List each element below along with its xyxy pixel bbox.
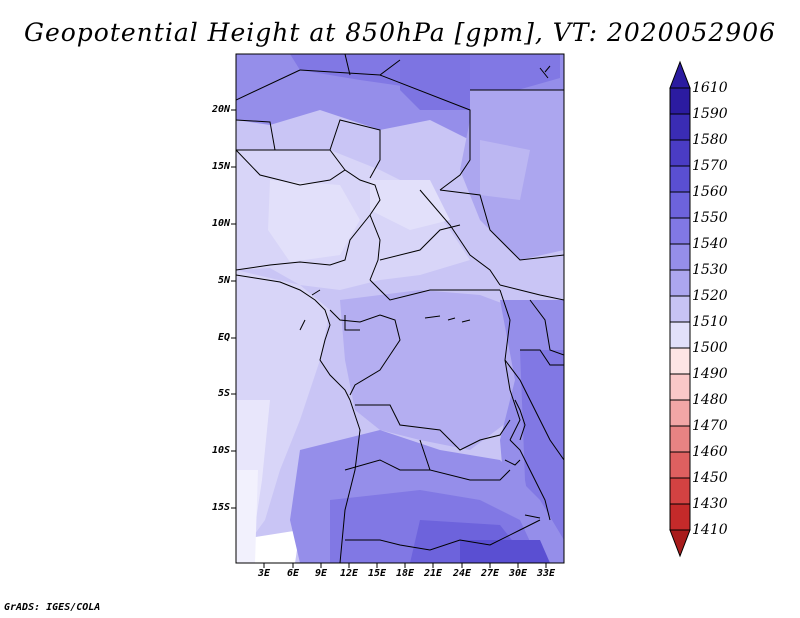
colorbar-label: 1500 [692, 340, 728, 356]
lat-label-15n: 15N [211, 161, 230, 172]
colorbar-label: 1410 [692, 522, 728, 538]
colorbar-swatch [669, 87, 691, 115]
map-frame [235, 53, 565, 564]
colorbar-swatch [669, 165, 691, 193]
lat-label-10n: 10N [211, 218, 230, 229]
colorbar-label: 1560 [692, 184, 728, 200]
lon-label-15e: 15E [367, 568, 387, 579]
lon-label-6e: 6E [286, 568, 300, 579]
colorbar-top-arrow [669, 60, 691, 89]
credit-text: GrADS: IGES/COLA [4, 602, 101, 613]
colorbar-label: 1590 [692, 106, 728, 122]
colorbar-label: 1430 [692, 496, 728, 512]
colorbar-label: 1580 [692, 132, 728, 148]
lon-label-30e: 30E [508, 568, 528, 579]
colorbar-label: 1460 [692, 444, 728, 460]
colorbar-swatch [669, 399, 691, 427]
colorbar-label: 1610 [692, 80, 728, 96]
colorbar-label: 1450 [692, 470, 728, 486]
lon-label-12e: 12E [339, 568, 359, 579]
colorbar-swatch [669, 113, 691, 141]
colorbar-label: 1570 [692, 158, 728, 174]
colorbar-swatch [669, 139, 691, 167]
lon-label-33e: 33E [536, 568, 556, 579]
map-title: Geopotential Height at 850hPa [gpm], VT:… [23, 18, 777, 47]
lon-label-27e: 27E [480, 568, 500, 579]
lat-label-5s: 5S [217, 388, 230, 399]
colorbar-label: 1490 [692, 366, 728, 382]
colorbar-label: 1540 [692, 236, 728, 252]
lat-label-15s: 15S [211, 502, 230, 513]
colorbar-swatch [669, 451, 691, 479]
lon-label-3e: 3E [257, 568, 271, 579]
colorbar-label: 1480 [692, 392, 728, 408]
colorbar-swatch [669, 503, 691, 531]
country-boundaries [236, 54, 564, 563]
colorbar [669, 60, 691, 558]
colorbar-label: 1510 [692, 314, 728, 330]
lat-label-5n: 5N [217, 275, 230, 286]
lon-label-24e: 24E [452, 568, 472, 579]
colorbar-swatch [669, 269, 691, 297]
colorbar-swatch [669, 217, 691, 245]
colorbar-swatch [669, 477, 691, 505]
lat-label-10s: 10S [211, 445, 230, 456]
lon-label-9e: 9E [314, 568, 328, 579]
lat-label-eq: EQ [217, 332, 230, 343]
colorbar-swatch [669, 425, 691, 453]
colorbar-swatch [669, 321, 691, 349]
colorbar-bottom-arrow [669, 529, 691, 558]
colorbar-swatch [669, 295, 691, 323]
colorbar-swatch [669, 347, 691, 375]
lon-label-18e: 18E [395, 568, 415, 579]
colorbar-label: 1530 [692, 262, 728, 278]
lat-label-20n: 20N [211, 104, 230, 115]
colorbar-label: 1550 [692, 210, 728, 226]
axis-ticks [231, 109, 547, 568]
colorbar-label: 1470 [692, 418, 728, 434]
colorbar-swatch [669, 243, 691, 271]
colorbar-swatch [669, 191, 691, 219]
geopotential-field [236, 54, 564, 563]
colorbar-swatch [669, 373, 691, 401]
colorbar-label: 1520 [692, 288, 728, 304]
lon-label-21e: 21E [423, 568, 443, 579]
